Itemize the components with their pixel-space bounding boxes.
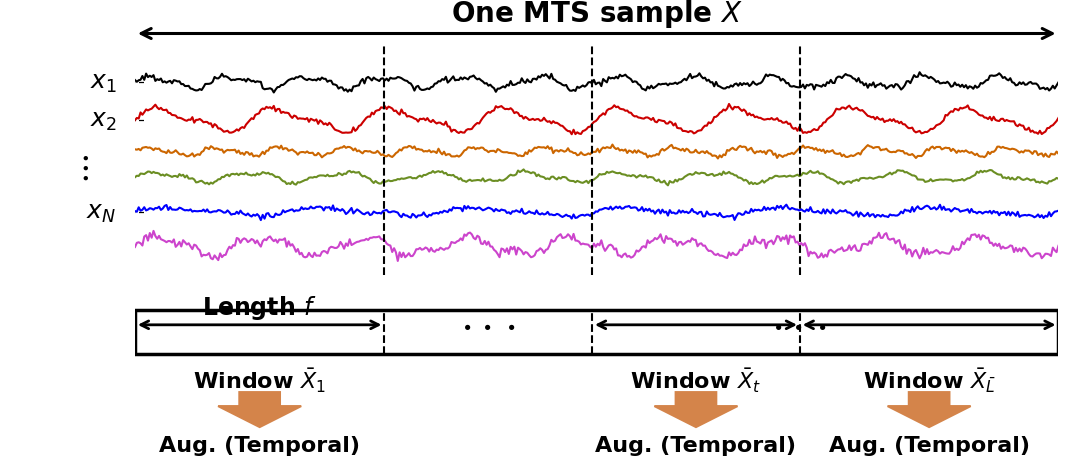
FancyArrow shape: [654, 392, 738, 427]
Text: Window $\bar{X}_1$: Window $\bar{X}_1$: [193, 366, 326, 394]
FancyArrow shape: [888, 392, 971, 427]
Text: Length $f$: Length $f$: [202, 294, 316, 322]
Text: $x_2$: $x_2$: [90, 108, 117, 133]
Text: $x_1$: $x_1$: [90, 71, 117, 95]
Text: Window $\bar{X}_{\bar{L}}$: Window $\bar{X}_{\bar{L}}$: [863, 366, 996, 394]
Text: Aug. (Temporal): Aug. (Temporal): [595, 435, 796, 454]
Text: $\bullet$: $\bullet$: [80, 169, 89, 184]
FancyArrow shape: [218, 392, 301, 427]
Text: One MTS sample $X$: One MTS sample $X$: [451, 0, 742, 30]
Text: Window $\bar{X}_t$: Window $\bar{X}_t$: [631, 366, 761, 394]
Text: $\bullet$: $\bullet$: [80, 149, 89, 164]
Text: Aug. (Temporal): Aug. (Temporal): [828, 435, 1029, 454]
Bar: [135, 310, 1058, 354]
Text: $\bullet\ \bullet\ \bullet$: $\bullet\ \bullet\ \bullet$: [461, 316, 515, 334]
Text: Aug. (Temporal): Aug. (Temporal): [159, 435, 360, 454]
Text: $\bullet\ \bullet\ \bullet$: $\bullet\ \bullet\ \bullet$: [772, 316, 827, 334]
Text: $\bullet$: $\bullet$: [80, 159, 89, 174]
Text: $x_N$: $x_N$: [86, 200, 117, 224]
